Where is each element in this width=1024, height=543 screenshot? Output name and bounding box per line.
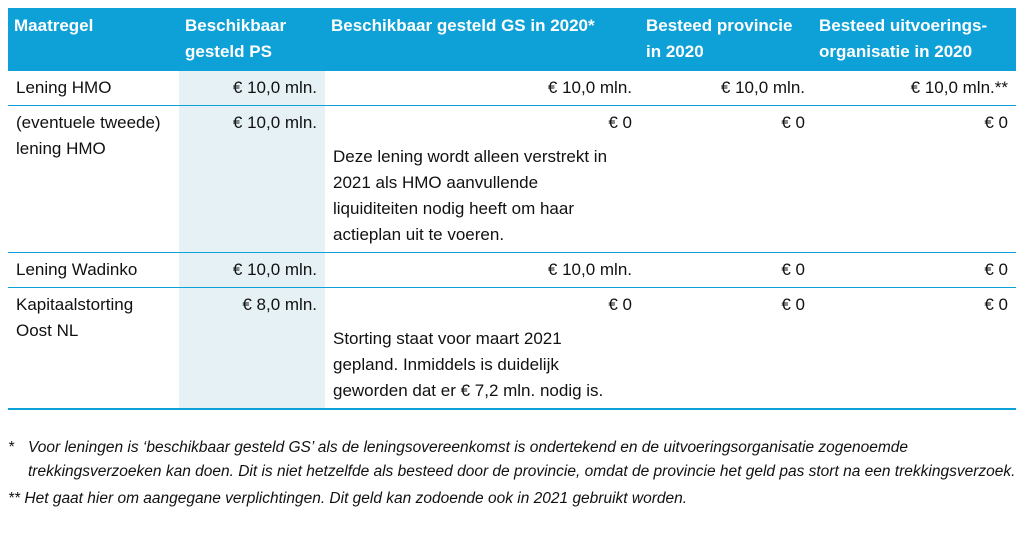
cell-beschikbaar-gs: € 0 Deze lening wordt alleen verstrekt i… bbox=[325, 105, 640, 253]
cell-beschikbaar-ps: € 10,0 mln. bbox=[179, 252, 325, 288]
header-row: Maatregel Beschikbaar gesteld PS Beschik… bbox=[8, 8, 1016, 71]
footnote-2: ** Het gaat hier om aangegane verplichti… bbox=[8, 487, 1018, 511]
cell-beschikbaar-gs: € 0 Storting staat voor maart 2021 gepla… bbox=[325, 287, 640, 410]
cell-maatregel: Kapitaalstorting Oost NL bbox=[8, 287, 179, 410]
footnote-text: Voor leningen is ‘beschikbaar gesteld GS… bbox=[28, 439, 1016, 480]
cell-gs-value: € 10,0 mln. bbox=[547, 260, 632, 279]
financial-measures-table: Maatregel Beschikbaar gesteld PS Beschik… bbox=[8, 8, 1016, 410]
cell-maatregel: Lening HMO bbox=[8, 71, 179, 106]
table-body: Lening HMO € 10,0 mln. € 10,0 mln. € 10,… bbox=[8, 71, 1016, 410]
cell-maatregel: (eventuele tweede) lening HMO bbox=[8, 105, 179, 253]
cell-besteed-uitvoering: € 0 bbox=[813, 252, 1016, 288]
cell-besteed-provincie: € 0 bbox=[640, 287, 813, 410]
cell-gs-value: € 0 bbox=[608, 295, 632, 314]
footnote-text: Het gaat hier om aangegane verplichtinge… bbox=[24, 490, 688, 507]
cell-besteed-uitvoering: € 0 bbox=[813, 287, 1016, 410]
cell-beschikbaar-ps: € 10,0 mln. bbox=[179, 71, 325, 106]
footnote-mark: * bbox=[8, 439, 15, 456]
footnote-mark: ** bbox=[8, 490, 21, 507]
footnote-1: * Voor leningen is ‘beschikbaar gesteld … bbox=[8, 436, 1018, 484]
cell-besteed-provincie: € 0 bbox=[640, 252, 813, 288]
cell-besteed-provincie: € 0 bbox=[640, 105, 813, 253]
cell-gs-note: Deze lening wordt alleen verstrekt in 20… bbox=[333, 147, 608, 244]
table-header: Maatregel Beschikbaar gesteld PS Beschik… bbox=[8, 8, 1016, 71]
cell-maatregel: Lening Wadinko bbox=[8, 252, 179, 288]
cell-beschikbaar-gs: € 10,0 mln. bbox=[325, 252, 640, 288]
cell-beschikbaar-ps: € 10,0 mln. bbox=[179, 105, 325, 253]
table-row: Lening HMO € 10,0 mln. € 10,0 mln. € 10,… bbox=[8, 71, 1016, 106]
cell-besteed-uitvoering: € 10,0 mln.** bbox=[813, 71, 1016, 106]
cell-beschikbaar-gs: € 10,0 mln. bbox=[325, 71, 640, 106]
cell-besteed-uitvoering: € 0 bbox=[813, 105, 1016, 253]
cell-gs-value: € 0 bbox=[608, 113, 632, 132]
header-beschikbaar-ps: Beschikbaar gesteld PS bbox=[179, 8, 325, 71]
table-row: (eventuele tweede) lening HMO € 10,0 mln… bbox=[8, 105, 1016, 253]
table-row: Lening Wadinko € 10,0 mln. € 10,0 mln. €… bbox=[8, 252, 1016, 288]
cell-gs-note: Storting staat voor maart 2021 gepland. … bbox=[333, 329, 604, 400]
header-besteed-provincie: Besteed provincie in 2020 bbox=[640, 8, 813, 71]
header-besteed-uitvoering: Besteed uitvoerings-organisatie in 2020 bbox=[813, 8, 1016, 71]
table-row: Kapitaalstorting Oost NL € 8,0 mln. € 0 … bbox=[8, 287, 1016, 410]
cell-besteed-provincie: € 10,0 mln. bbox=[640, 71, 813, 106]
header-maatregel: Maatregel bbox=[8, 8, 179, 71]
cell-beschikbaar-ps: € 8,0 mln. bbox=[179, 287, 325, 410]
header-beschikbaar-gs: Beschikbaar gesteld GS in 2020* bbox=[325, 8, 640, 71]
footnotes: * Voor leningen is ‘beschikbaar gesteld … bbox=[8, 436, 1018, 514]
cell-gs-value: € 10,0 mln. bbox=[547, 78, 632, 97]
financial-measures-table-container: Maatregel Beschikbaar gesteld PS Beschik… bbox=[8, 8, 1016, 410]
